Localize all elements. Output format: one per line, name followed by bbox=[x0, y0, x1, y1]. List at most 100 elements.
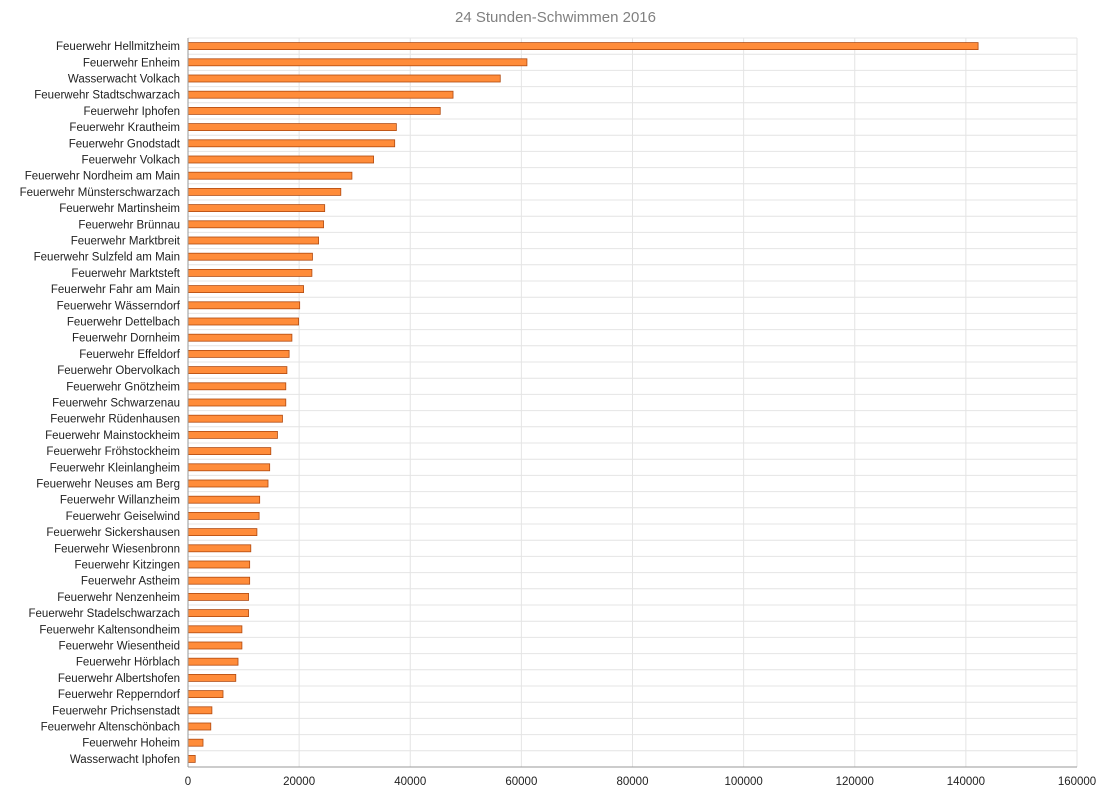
bar bbox=[187, 349, 290, 358]
category-label: Feuerwehr Fröhstockheim bbox=[46, 446, 180, 458]
bar bbox=[187, 236, 319, 245]
bar bbox=[187, 755, 196, 763]
category-label: Wasserwacht Volkach bbox=[68, 74, 180, 86]
bar bbox=[187, 268, 313, 277]
category-label: Feuerwehr Dornheim bbox=[72, 333, 180, 345]
bar bbox=[187, 495, 261, 504]
bar bbox=[187, 593, 249, 601]
x-tick-label: 20000 bbox=[283, 776, 315, 788]
bar bbox=[187, 139, 396, 148]
category-label: Feuerwehr Hoheim bbox=[82, 738, 180, 750]
bar bbox=[187, 285, 304, 294]
bar bbox=[187, 171, 353, 180]
category-label: Feuerwehr Gnötzheim bbox=[66, 381, 180, 393]
bar bbox=[187, 528, 258, 536]
category-label: Wasserwacht Iphofen bbox=[70, 754, 180, 766]
bar bbox=[187, 641, 243, 650]
category-label: Feuerwehr Rüdenhausen bbox=[50, 414, 180, 426]
bar bbox=[187, 252, 313, 261]
bar bbox=[187, 204, 326, 213]
x-tick-label: 120000 bbox=[836, 776, 874, 788]
bar bbox=[187, 609, 249, 617]
category-label: Feuerwehr Obervolkach bbox=[57, 365, 180, 377]
bar bbox=[187, 690, 224, 698]
category-label: Feuerwehr Kitzingen bbox=[75, 560, 180, 572]
chart-title: 24 Stunden-Schwimmen 2016 bbox=[455, 9, 656, 26]
category-label: Feuerwehr Stadelschwarzach bbox=[29, 608, 181, 620]
category-label: Feuerwehr Geiselwind bbox=[66, 511, 180, 523]
x-tick-label: 60000 bbox=[505, 776, 537, 788]
bar bbox=[187, 512, 260, 520]
bar bbox=[187, 333, 293, 342]
category-label: Feuerwehr Kleinlangheim bbox=[50, 462, 180, 474]
category-label: Feuerwehr Dettelbach bbox=[67, 317, 180, 329]
category-label: Feuerwehr Wiesenbronn bbox=[54, 543, 180, 555]
x-tick-label: 40000 bbox=[394, 776, 426, 788]
category-label: Feuerwehr Wässerndorf bbox=[57, 300, 181, 312]
category-label: Feuerwehr Brünnau bbox=[78, 219, 180, 231]
category-label: Feuerwehr Albertshofen bbox=[58, 673, 180, 685]
category-label: Feuerwehr Nordheim am Main bbox=[25, 171, 180, 183]
bar bbox=[187, 738, 204, 747]
category-label: Feuerwehr Martinsheim bbox=[59, 203, 180, 215]
bar bbox=[187, 544, 252, 553]
bar bbox=[187, 479, 269, 488]
bar bbox=[187, 657, 239, 666]
category-label: Feuerwehr Sulzfeld am Main bbox=[34, 252, 180, 264]
bar bbox=[187, 74, 501, 83]
bar bbox=[187, 301, 301, 310]
bar bbox=[187, 382, 287, 391]
bar bbox=[187, 576, 251, 585]
category-label: Feuerwehr Iphofen bbox=[83, 106, 180, 118]
category-label: Feuerwehr Mainstockheim bbox=[45, 430, 180, 442]
category-label: Feuerwehr Wiesentheid bbox=[59, 641, 180, 653]
x-tick-label: 80000 bbox=[617, 776, 649, 788]
bar bbox=[187, 366, 288, 375]
bar bbox=[187, 155, 374, 164]
bar bbox=[187, 187, 342, 196]
category-label: Feuerwehr Prichsenstadt bbox=[52, 705, 181, 717]
bar bbox=[187, 107, 441, 115]
category-label: Feuerwehr Kaltensondheim bbox=[39, 624, 180, 636]
category-label: Feuerwehr Effeldorf bbox=[79, 349, 181, 361]
bar bbox=[187, 317, 299, 326]
bar bbox=[187, 414, 283, 423]
category-label: Feuerwehr Astheim bbox=[81, 576, 180, 588]
bar bbox=[187, 625, 243, 634]
category-label: Feuerwehr Münsterschwarzach bbox=[20, 187, 180, 199]
category-label: Feuerwehr Gnodstadt bbox=[69, 138, 181, 150]
category-label: Feuerwehr Hörblach bbox=[76, 657, 180, 669]
bar bbox=[187, 674, 237, 682]
category-label: Feuerwehr Willanzheim bbox=[60, 495, 180, 507]
category-label: Feuerwehr Schwarzenau bbox=[52, 398, 180, 410]
category-label: Feuerwehr Marktbreit bbox=[71, 236, 181, 248]
category-label: Feuerwehr Sickershausen bbox=[46, 527, 180, 539]
category-label: Feuerwehr Marktsteft bbox=[71, 268, 180, 280]
category-label: Feuerwehr Stadtschwarzach bbox=[34, 90, 180, 102]
bar bbox=[187, 706, 213, 715]
category-label: Feuerwehr Nenzenheim bbox=[57, 592, 180, 604]
bar bbox=[187, 398, 287, 407]
bar bbox=[187, 560, 251, 569]
category-label: Feuerwehr Neuses am Berg bbox=[36, 479, 180, 491]
x-tick-label: 100000 bbox=[724, 776, 762, 788]
bar bbox=[187, 90, 454, 99]
bar bbox=[187, 58, 528, 67]
category-label: Feuerwehr Repperndorf bbox=[58, 689, 181, 701]
x-tick-label: 0 bbox=[185, 776, 191, 788]
bar bbox=[187, 447, 272, 456]
bar bbox=[187, 463, 271, 472]
category-label: Feuerwehr Krautheim bbox=[69, 122, 180, 134]
category-label: Feuerwehr Volkach bbox=[82, 155, 180, 167]
category-label: Feuerwehr Enheim bbox=[83, 57, 180, 69]
category-label: Feuerwehr Altenschönbach bbox=[41, 722, 180, 734]
category-label: Feuerwehr Hellmitzheim bbox=[56, 41, 180, 53]
bar bbox=[187, 722, 212, 731]
category-label: Feuerwehr Fahr am Main bbox=[51, 284, 180, 296]
bar bbox=[187, 220, 324, 229]
x-tick-label: 160000 bbox=[1058, 776, 1096, 788]
bar bbox=[187, 430, 278, 439]
bar bbox=[187, 123, 397, 131]
x-tick-label: 140000 bbox=[947, 776, 985, 788]
